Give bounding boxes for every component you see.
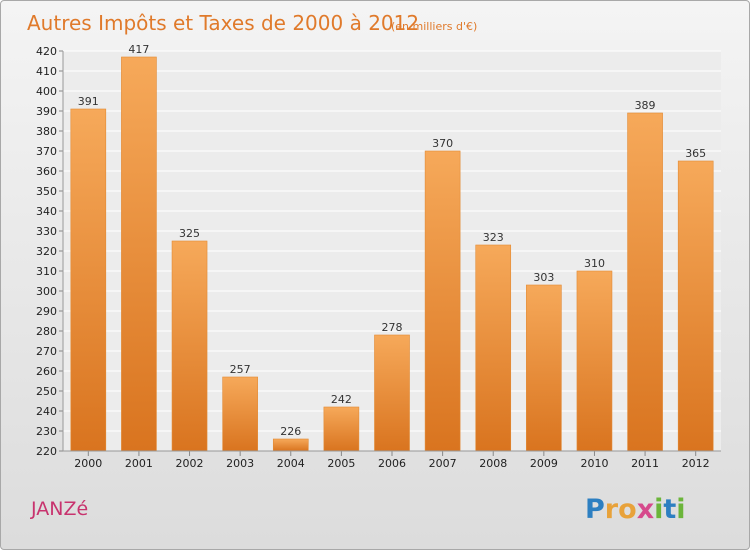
logo-letter: i bbox=[676, 494, 685, 525]
logo-letter: i bbox=[654, 494, 663, 525]
bar bbox=[121, 56, 157, 452]
x-tick-label: 2006 bbox=[378, 457, 406, 470]
y-tick-label: 370 bbox=[36, 145, 57, 158]
bar bbox=[627, 112, 663, 452]
y-tick-label: 280 bbox=[36, 325, 57, 338]
y-tick-label: 310 bbox=[36, 265, 57, 278]
x-tick-label: 2001 bbox=[125, 457, 153, 470]
y-tick-label: 330 bbox=[36, 225, 57, 238]
chart-title: Autres Impôts et Taxes de 2000 à 2012 bbox=[27, 11, 419, 35]
y-tick-label: 340 bbox=[36, 205, 57, 218]
logo-letter: r bbox=[605, 494, 619, 525]
proxiti-logo: Proxiti bbox=[585, 494, 686, 525]
x-tick-label: 2004 bbox=[277, 457, 305, 470]
y-tick-label: 220 bbox=[36, 445, 57, 458]
bar-value-label: 389 bbox=[635, 99, 656, 112]
logo-letter: t bbox=[663, 494, 676, 525]
commune-name: JANZé bbox=[30, 498, 88, 520]
bar-value-label: 325 bbox=[179, 227, 200, 240]
x-tick-label: 2011 bbox=[631, 457, 659, 470]
x-tick-label: 2010 bbox=[580, 457, 608, 470]
bar bbox=[677, 160, 714, 452]
y-tick-label: 290 bbox=[36, 305, 57, 318]
y-tick-label: 270 bbox=[36, 345, 57, 358]
bar-value-label: 242 bbox=[331, 393, 352, 406]
bar-value-label: 303 bbox=[533, 271, 554, 284]
bar bbox=[171, 240, 208, 452]
bar bbox=[424, 150, 461, 452]
bar-value-label: 226 bbox=[280, 425, 301, 438]
x-tick-label: 2000 bbox=[74, 457, 102, 470]
bar bbox=[475, 244, 512, 452]
y-tick-label: 350 bbox=[36, 185, 57, 198]
bar-value-label: 417 bbox=[128, 43, 149, 56]
x-tick-label: 2003 bbox=[226, 457, 254, 470]
x-tick-label: 2012 bbox=[682, 457, 710, 470]
bar-value-label: 310 bbox=[584, 257, 605, 270]
y-tick-label: 250 bbox=[36, 385, 57, 398]
bar bbox=[323, 406, 360, 452]
y-tick-label: 390 bbox=[36, 105, 57, 118]
bar-value-label: 257 bbox=[230, 363, 251, 376]
bar bbox=[70, 108, 107, 452]
logo-letter: x bbox=[637, 494, 654, 525]
y-tick-label: 260 bbox=[36, 365, 57, 378]
y-tick-label: 400 bbox=[36, 85, 57, 98]
y-tick-label: 360 bbox=[36, 165, 57, 178]
y-tick-label: 320 bbox=[36, 245, 57, 258]
bar bbox=[576, 270, 613, 452]
x-tick-label: 2007 bbox=[429, 457, 457, 470]
x-tick-label: 2009 bbox=[530, 457, 558, 470]
bar bbox=[272, 438, 309, 452]
bar-value-label: 370 bbox=[432, 137, 453, 150]
x-tick-label: 2002 bbox=[176, 457, 204, 470]
logo-letter: o bbox=[618, 494, 637, 525]
y-tick-label: 230 bbox=[36, 425, 57, 438]
bar-value-label: 323 bbox=[483, 231, 504, 244]
y-tick-label: 300 bbox=[36, 285, 57, 298]
bar-value-label: 391 bbox=[78, 95, 99, 108]
data-labels: 391 417 325 257 226 242 278 370 323 303 310 389 365 bbox=[78, 43, 706, 438]
bar-value-label: 278 bbox=[382, 321, 403, 334]
bar-value-label: 365 bbox=[685, 147, 706, 160]
bar bbox=[222, 376, 258, 452]
y-tick-label: 410 bbox=[36, 65, 57, 78]
x-tick-label: 2008 bbox=[479, 457, 507, 470]
bar-layer bbox=[70, 56, 714, 452]
y-axis: 220 230 240 250 260 270 280 290 300 310 320 330 340 3… bbox=[36, 45, 64, 458]
chart-subtitle: (en milliers d'€) bbox=[391, 20, 477, 33]
x-axis: 2000 2001 2002 2003 2004 2005 2006 2007 2008 2009… bbox=[63, 450, 721, 470]
y-tick-label: 420 bbox=[36, 45, 57, 58]
bar bbox=[526, 284, 562, 452]
logo-letter: P bbox=[585, 494, 605, 525]
y-tick-label: 240 bbox=[36, 405, 57, 418]
bar bbox=[374, 334, 410, 452]
y-tick-label: 380 bbox=[36, 125, 57, 138]
x-tick-label: 2005 bbox=[327, 457, 355, 470]
